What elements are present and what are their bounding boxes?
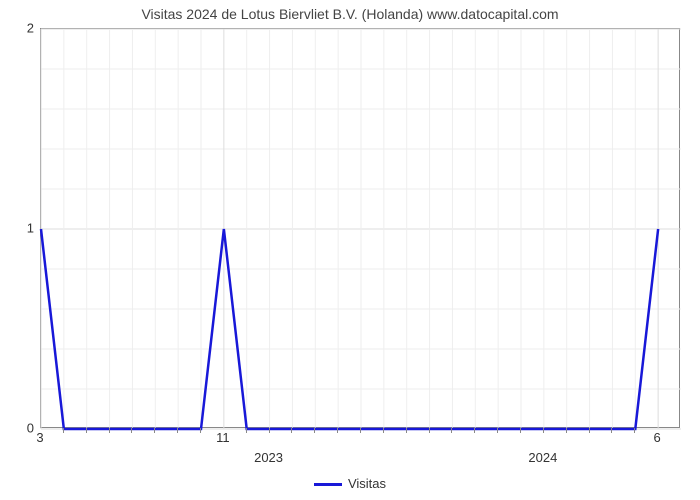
legend: Visitas — [0, 476, 700, 491]
x-minor-tick — [131, 428, 132, 433]
x-minor-tick — [474, 428, 475, 433]
x-minor-tick — [246, 428, 247, 433]
x-minor-tick — [520, 428, 521, 433]
x-minor-tick — [269, 428, 270, 433]
legend-swatch — [314, 483, 342, 486]
x-minor-tick — [634, 428, 635, 433]
x-minor-tick — [611, 428, 612, 433]
x-minor-tick — [406, 428, 407, 433]
legend-label: Visitas — [348, 476, 386, 491]
y-tick-label: 2 — [0, 21, 34, 36]
x-minor-tick — [314, 428, 315, 433]
x-minor-tick — [497, 428, 498, 433]
x-minor-tick — [63, 428, 64, 433]
x-minor-tick — [291, 428, 292, 433]
x-group-label: 2023 — [254, 450, 283, 465]
y-tick-label: 1 — [0, 221, 34, 236]
x-minor-tick — [566, 428, 567, 433]
x-group-label: 2024 — [528, 450, 557, 465]
x-minor-tick — [200, 428, 201, 433]
x-minor-tick — [337, 428, 338, 433]
x-axis-minor-ticks — [0, 428, 700, 434]
x-minor-tick — [383, 428, 384, 433]
x-minor-tick — [543, 428, 544, 433]
x-minor-tick — [109, 428, 110, 433]
plot-area — [40, 28, 680, 428]
x-minor-tick — [429, 428, 430, 433]
x-minor-tick — [360, 428, 361, 433]
chart-title: Visitas 2024 de Lotus Biervliet B.V. (Ho… — [0, 6, 700, 22]
x-minor-tick — [177, 428, 178, 433]
x-minor-tick — [451, 428, 452, 433]
x-minor-tick — [589, 428, 590, 433]
x-minor-tick — [86, 428, 87, 433]
x-minor-tick — [154, 428, 155, 433]
